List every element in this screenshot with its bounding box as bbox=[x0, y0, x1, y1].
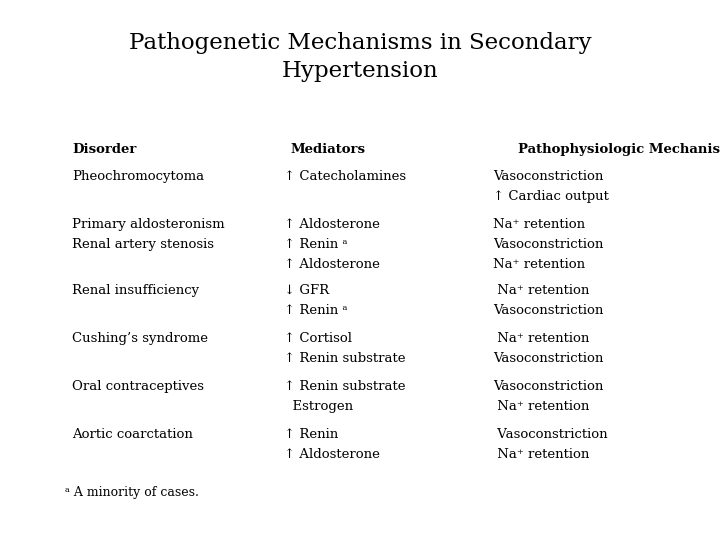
Text: ↓ GFR: ↓ GFR bbox=[284, 284, 330, 297]
Text: Na⁺ retention: Na⁺ retention bbox=[493, 218, 585, 231]
Text: Vasoconstriction: Vasoconstriction bbox=[493, 428, 608, 441]
Text: Vasoconstriction: Vasoconstriction bbox=[493, 352, 603, 365]
Text: Renal artery stenosis: Renal artery stenosis bbox=[72, 238, 214, 251]
Text: Mediators: Mediators bbox=[290, 143, 365, 156]
Text: ᵃ A minority of cases.: ᵃ A minority of cases. bbox=[65, 486, 199, 499]
Text: Na⁺ retention: Na⁺ retention bbox=[493, 284, 590, 297]
Text: ↑ Renin substrate: ↑ Renin substrate bbox=[284, 380, 406, 393]
Text: Na⁺ retention: Na⁺ retention bbox=[493, 448, 590, 461]
Text: ↑ Cardiac output: ↑ Cardiac output bbox=[493, 190, 609, 203]
Text: Vasoconstriction: Vasoconstriction bbox=[493, 380, 603, 393]
Text: Oral contraceptives: Oral contraceptives bbox=[72, 380, 204, 393]
Text: Na⁺ retention: Na⁺ retention bbox=[493, 258, 585, 271]
Text: Na⁺ retention: Na⁺ retention bbox=[493, 400, 590, 413]
Text: Pathophysiologic Mechanisms: Pathophysiologic Mechanisms bbox=[518, 143, 720, 156]
Text: Aortic coarctation: Aortic coarctation bbox=[72, 428, 193, 441]
Text: Pathogenetic Mechanisms in Secondary
Hypertension: Pathogenetic Mechanisms in Secondary Hyp… bbox=[129, 32, 591, 82]
Text: ↑ Renin ᵃ: ↑ Renin ᵃ bbox=[284, 304, 348, 317]
Text: ↑ Renin: ↑ Renin bbox=[284, 428, 338, 441]
Text: ↑ Aldosterone: ↑ Aldosterone bbox=[284, 218, 380, 231]
Text: Estrogen: Estrogen bbox=[284, 400, 354, 413]
Text: ↑ Aldosterone: ↑ Aldosterone bbox=[284, 448, 380, 461]
Text: Pheochromocytoma: Pheochromocytoma bbox=[72, 170, 204, 183]
Text: Renal insufficiency: Renal insufficiency bbox=[72, 284, 199, 297]
Text: Disorder: Disorder bbox=[72, 143, 136, 156]
Text: ↑ Catecholamines: ↑ Catecholamines bbox=[284, 170, 407, 183]
Text: Cushing’s syndrome: Cushing’s syndrome bbox=[72, 332, 208, 345]
Text: Vasoconstriction: Vasoconstriction bbox=[493, 238, 603, 251]
Text: Vasoconstriction: Vasoconstriction bbox=[493, 304, 603, 317]
Text: ↑ Cortisol: ↑ Cortisol bbox=[284, 332, 352, 345]
Text: ↑ Aldosterone: ↑ Aldosterone bbox=[284, 258, 380, 271]
Text: ↑ Renin substrate: ↑ Renin substrate bbox=[284, 352, 406, 365]
Text: Vasoconstriction: Vasoconstriction bbox=[493, 170, 603, 183]
Text: Na⁺ retention: Na⁺ retention bbox=[493, 332, 590, 345]
Text: Primary aldosteronism: Primary aldosteronism bbox=[72, 218, 225, 231]
Text: ↑ Renin ᵃ: ↑ Renin ᵃ bbox=[284, 238, 348, 251]
